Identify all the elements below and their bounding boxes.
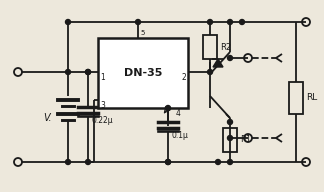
Text: 0.22μ: 0.22μ <box>91 116 113 125</box>
Text: 3: 3 <box>100 101 105 110</box>
Circle shape <box>65 20 71 25</box>
Circle shape <box>227 160 233 165</box>
Text: V.: V. <box>44 113 52 123</box>
Text: R2: R2 <box>220 42 231 51</box>
Circle shape <box>86 70 90 74</box>
Circle shape <box>86 160 90 165</box>
Circle shape <box>227 20 233 25</box>
Polygon shape <box>213 59 223 67</box>
Circle shape <box>227 136 233 141</box>
Text: 1: 1 <box>100 73 105 82</box>
Circle shape <box>166 160 170 165</box>
Circle shape <box>215 160 221 165</box>
Text: RL: RL <box>306 94 317 103</box>
Circle shape <box>65 70 71 74</box>
Circle shape <box>135 20 141 25</box>
Circle shape <box>65 160 71 165</box>
Text: 2: 2 <box>181 73 186 82</box>
Text: DN-35: DN-35 <box>124 68 162 78</box>
Circle shape <box>227 119 233 124</box>
Circle shape <box>239 20 245 25</box>
Circle shape <box>166 160 170 165</box>
Circle shape <box>207 20 213 25</box>
Circle shape <box>86 70 90 74</box>
Text: R1: R1 <box>240 136 251 145</box>
Circle shape <box>207 70 213 74</box>
Text: 0.1μ: 0.1μ <box>171 131 188 140</box>
Circle shape <box>227 55 233 60</box>
Bar <box>289 82 303 114</box>
Text: 4: 4 <box>176 109 181 118</box>
Bar <box>223 128 237 152</box>
Bar <box>98 38 188 108</box>
Circle shape <box>166 105 170 111</box>
Bar <box>203 35 217 59</box>
Text: 5: 5 <box>140 30 145 36</box>
